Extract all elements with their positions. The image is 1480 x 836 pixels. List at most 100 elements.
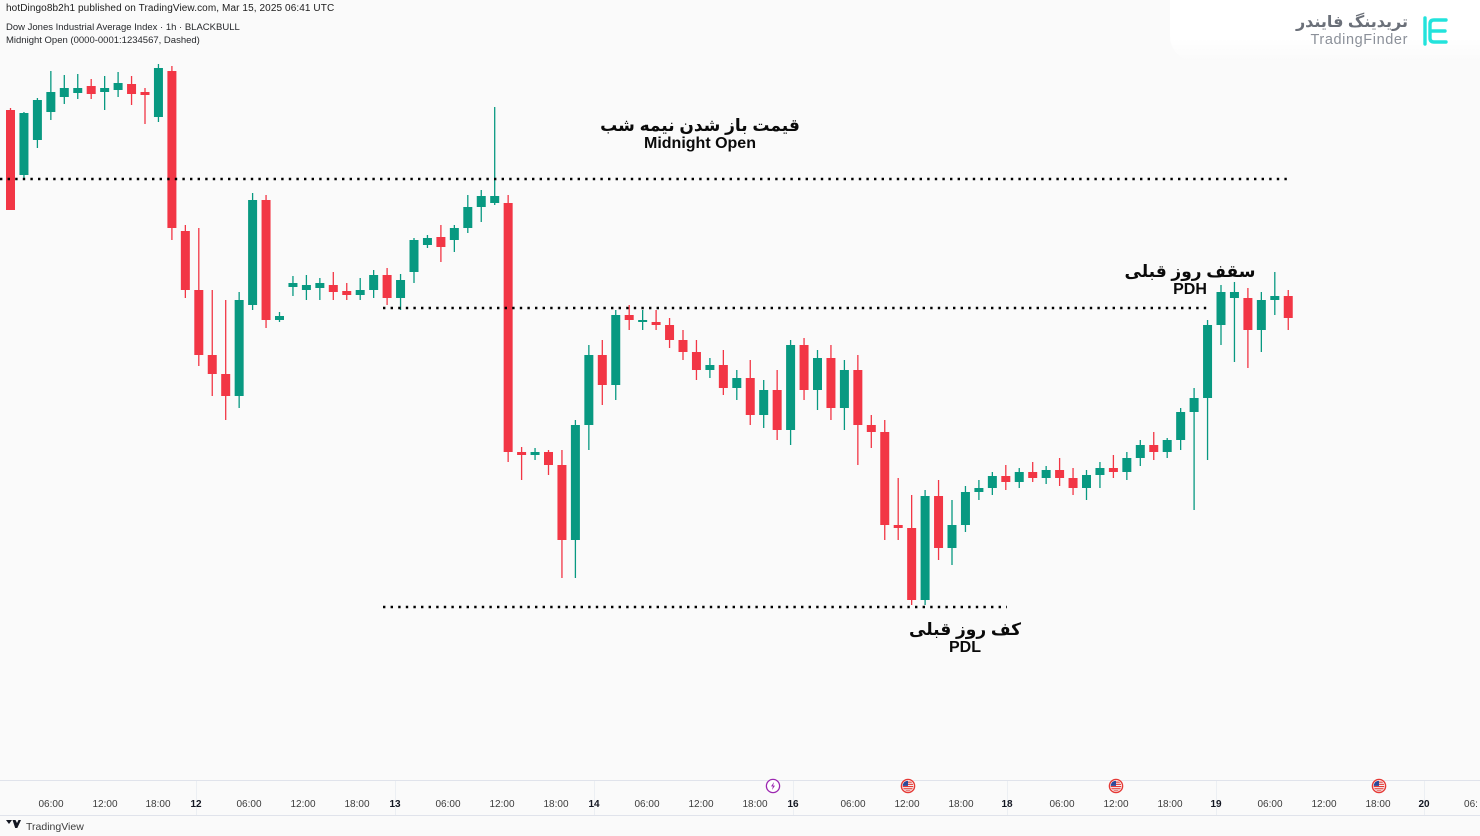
axis-tick-label: 18:00 <box>145 799 171 810</box>
axis-tick-label: 12:00 <box>1311 799 1337 810</box>
candle-body <box>691 352 701 370</box>
axis-tick-label: 12:00 <box>290 799 316 810</box>
event-lightning-icon[interactable] <box>765 778 781 794</box>
brand-text: تریدینگ فایندر TradingFinder <box>1296 14 1408 48</box>
axis-tick-label: 06: <box>1464 799 1478 810</box>
candle-body <box>1082 475 1091 488</box>
candle-body <box>180 231 190 290</box>
candle-body <box>396 280 406 298</box>
event-us-flag-icon[interactable] <box>1108 778 1124 794</box>
annotation-pdl-fa: کف روز قبلی <box>909 620 1021 639</box>
candle-body <box>275 316 284 320</box>
candle-body <box>1001 476 1011 482</box>
candle-body <box>839 370 849 408</box>
candle-body <box>490 196 500 203</box>
candle-body <box>1028 472 1038 478</box>
candle-body <box>1055 470 1065 478</box>
axis-tick-label: 06:00 <box>840 799 866 810</box>
candle-body <box>853 370 863 425</box>
candle-body <box>1176 412 1186 440</box>
candle-body <box>745 378 755 415</box>
candle-body <box>893 525 903 528</box>
axis-separator <box>196 781 197 815</box>
annotation-pdl-en: PDL <box>949 639 981 657</box>
indicator-legend: Midnight Open (0000-0001:1234567, Dashed… <box>6 35 200 46</box>
candle-body <box>369 275 379 290</box>
axis-tick-label: 12 <box>190 799 202 810</box>
candle-body <box>167 71 177 228</box>
symbol-legend: Dow Jones Industrial Average Index · 1h … <box>6 22 240 33</box>
candle-body <box>759 390 769 415</box>
axis-tick-label: 18:00 <box>344 799 370 810</box>
candle-body <box>826 358 836 408</box>
axis-tick-label: 18:00 <box>543 799 569 810</box>
axis-separator <box>1424 781 1425 815</box>
candle-body <box>234 300 244 396</box>
publish-info: hotDingo8b2h1 published on TradingView.c… <box>6 3 335 14</box>
candle-body <box>530 452 540 455</box>
axis-tick-label: 12:00 <box>92 799 118 810</box>
brand-watermark: تریدینگ فایندر TradingFinder <box>1170 0 1480 62</box>
time-axis[interactable]: 06:00 12:00 18:00 12 06:00 12:00 18:00 13 06:00 1… <box>0 778 1480 816</box>
axis-tick-label: 20 <box>1418 799 1430 810</box>
tradingview-footer: TradingView <box>6 818 84 836</box>
axis-tick-label: 06:00 <box>236 799 262 810</box>
candle-body <box>866 425 876 432</box>
axis-tick-label: 13 <box>389 799 401 810</box>
candle-body <box>1189 398 1199 412</box>
brand-name-en: TradingFinder <box>1310 32 1408 48</box>
candle-body <box>73 88 83 93</box>
candle-body <box>1149 445 1159 452</box>
candle-body <box>1108 468 1118 472</box>
candle-body <box>355 290 365 295</box>
candle-body <box>207 355 217 374</box>
candle-body <box>113 83 123 90</box>
candle-body <box>436 237 446 247</box>
axis-tick-label: 12:00 <box>489 799 515 810</box>
candle-body <box>934 496 944 548</box>
candle-body <box>1256 300 1266 330</box>
candle-body <box>221 374 231 396</box>
axis-tick-label: 06:00 <box>634 799 660 810</box>
axis-separator <box>395 781 396 815</box>
candle-body <box>382 275 392 298</box>
axis-tick-label: 06:00 <box>1257 799 1283 810</box>
event-us-flag-icon[interactable] <box>1371 778 1387 794</box>
axis-tick-label: 12:00 <box>688 799 714 810</box>
brand-name-fa: تریدینگ فایندر <box>1295 14 1408 31</box>
candle-body <box>315 283 325 288</box>
candle-body <box>32 100 42 140</box>
candle-body <box>570 425 580 540</box>
candle-body <box>665 325 675 340</box>
candle-body <box>449 228 459 240</box>
axis-tick-label: 12:00 <box>1103 799 1129 810</box>
candle-body <box>100 88 110 92</box>
axis-tick-label: 06:00 <box>1049 799 1075 810</box>
candle-body <box>557 465 567 540</box>
axis-tick-label: 18:00 <box>948 799 974 810</box>
candle-body <box>947 525 957 548</box>
candle-body <box>46 92 56 112</box>
tf-logo-icon <box>1418 14 1452 48</box>
candle-body <box>624 315 634 320</box>
candle-body <box>678 340 688 352</box>
candle-body <box>6 110 15 210</box>
candle-body <box>1095 468 1105 475</box>
candle-body <box>907 528 917 600</box>
candle-body <box>544 452 553 465</box>
candle-body <box>718 365 728 388</box>
candle-body <box>920 496 930 600</box>
event-us-flag-icon[interactable] <box>900 778 916 794</box>
candle-body <box>732 378 742 388</box>
candle-body <box>960 492 970 525</box>
candle-body <box>705 365 715 370</box>
candle-body <box>638 320 648 322</box>
candle-body <box>597 355 607 385</box>
candle-body <box>153 68 163 117</box>
price-level-lines <box>0 177 1292 609</box>
candle-body <box>799 345 809 390</box>
tradingview-label: TradingView <box>26 821 84 833</box>
annotation-pdh-fa: سقف روز قبلی <box>1124 262 1256 281</box>
candle-body <box>517 452 527 455</box>
